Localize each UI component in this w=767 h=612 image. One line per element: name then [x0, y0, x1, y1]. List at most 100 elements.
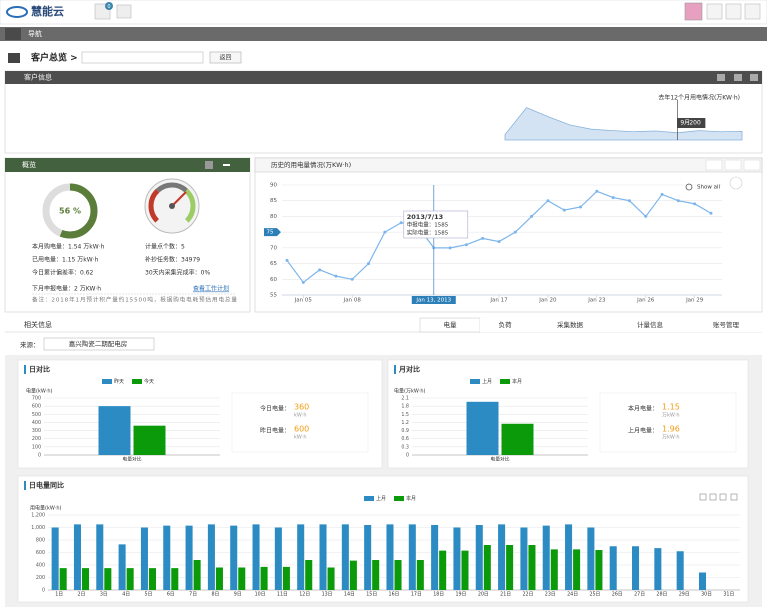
panel-tool[interactable]	[717, 74, 725, 81]
y-axis-label: 用电量(kW·h)	[30, 505, 62, 512]
logo-icon	[6, 6, 28, 18]
sparkline-tooltip-value: 200	[689, 120, 701, 127]
panel-tool[interactable]	[705, 159, 723, 171]
y-tick-label: 1.5	[401, 412, 409, 418]
legend-swatch	[394, 496, 404, 501]
data-point	[334, 274, 338, 278]
tab-label[interactable]: 电量	[444, 320, 458, 329]
x-tick-label: 27日	[634, 592, 645, 598]
history-title: 历史的用电量情况(万KW·h)	[271, 160, 351, 169]
tooltip	[403, 210, 469, 239]
data-point	[676, 199, 680, 203]
back-button[interactable]	[209, 51, 242, 64]
y-tick-label: 100	[32, 444, 41, 450]
chart-tool[interactable]	[730, 493, 738, 501]
chart-tool[interactable]	[709, 493, 717, 501]
y-tick-label: 200	[32, 436, 41, 442]
panel-tool[interactable]	[743, 159, 761, 171]
panel-tool[interactable]	[238, 161, 245, 168]
nav-refresh[interactable]	[5, 28, 21, 40]
bar	[133, 425, 166, 455]
tab[interactable]	[610, 318, 690, 332]
y-tick-label: 1.8	[401, 404, 409, 410]
panel-tool[interactable]	[205, 161, 213, 169]
panel-tool[interactable]	[750, 74, 758, 81]
bar	[207, 524, 215, 590]
bar	[453, 527, 461, 590]
panel-tool[interactable]	[724, 159, 742, 171]
top-bar	[0, 0, 767, 25]
tab[interactable]	[530, 318, 610, 332]
work-plan-link[interactable]: 查看工作计划	[193, 285, 229, 293]
y-tick-label: 0.3	[401, 444, 409, 450]
bar	[372, 560, 380, 590]
donut-label: 56 %	[59, 207, 81, 216]
x-tick-label: 15日	[366, 592, 377, 598]
y-tick-label: 200	[36, 575, 45, 581]
bar	[341, 524, 349, 590]
summary-box	[231, 392, 369, 453]
x-tick-label: 18日	[433, 592, 444, 598]
overview-panel	[4, 157, 251, 313]
y-tick-label: 2.1	[401, 396, 409, 402]
bar	[609, 546, 617, 590]
x-tick-label: 4日	[122, 592, 130, 598]
nav-bar	[0, 27, 767, 41]
bar	[431, 525, 439, 590]
tab[interactable]	[480, 318, 530, 332]
tab-label[interactable]: 账号管理	[713, 320, 740, 329]
summary-label: 上月电量：	[628, 427, 658, 435]
tab-label[interactable]: 采集数据	[557, 320, 584, 329]
toolbar-button[interactable]	[706, 3, 723, 20]
chart-tool[interactable]	[699, 493, 707, 501]
task-button[interactable]	[116, 4, 132, 19]
overview-item: 本月购电量：1.54 万kW·h	[32, 243, 105, 251]
avatar[interactable]	[684, 2, 703, 21]
show-all[interactable]: Show all	[697, 185, 720, 191]
overview-item: 计量点个数：5	[145, 243, 185, 251]
panel-tool[interactable]	[734, 74, 742, 81]
data-point	[497, 240, 501, 244]
bar	[118, 544, 126, 590]
bar	[466, 401, 499, 455]
data-point	[399, 221, 403, 225]
bar	[632, 546, 640, 590]
x-tick-label: 24日	[567, 592, 578, 598]
bar	[81, 568, 90, 590]
bar	[475, 525, 483, 590]
y-tick-label: 600	[36, 550, 45, 556]
panel-tool[interactable]	[223, 164, 230, 166]
export-button[interactable]	[729, 176, 743, 190]
bar	[104, 568, 112, 590]
bar	[501, 423, 534, 455]
bar	[595, 550, 603, 590]
legend-swatch	[102, 379, 112, 384]
search-input[interactable]	[81, 51, 204, 64]
toolbar-button[interactable]	[744, 3, 761, 20]
data-point	[464, 243, 468, 247]
summary-label: 今日电量：	[260, 405, 290, 413]
y-marker-label: 75	[267, 230, 274, 236]
tab-label[interactable]: 计量信息	[637, 320, 664, 329]
chart-tool[interactable]	[719, 493, 727, 501]
bar	[394, 560, 402, 590]
bar	[51, 527, 59, 590]
legend-swatch	[500, 379, 510, 384]
bar	[327, 567, 335, 590]
bar	[73, 524, 81, 590]
legend-label: 上月	[482, 378, 492, 385]
badge	[105, 2, 113, 10]
source-select[interactable]	[43, 337, 155, 351]
bar	[573, 549, 581, 590]
x-tick-label: 3日	[100, 592, 108, 598]
source-value[interactable]: 嘉兴陶瓷二期配电房	[69, 339, 128, 348]
legend-label: 今天	[144, 378, 154, 385]
summary-value: 360	[294, 403, 309, 412]
tab[interactable]	[690, 318, 762, 332]
bar	[550, 549, 558, 590]
back-button-label[interactable]: 返回	[219, 55, 231, 62]
toolbar-button[interactable]	[725, 3, 742, 20]
tab-label[interactable]: 负荷	[499, 320, 513, 329]
y-tick-label: 600	[32, 404, 41, 410]
card-accent	[24, 365, 26, 374]
